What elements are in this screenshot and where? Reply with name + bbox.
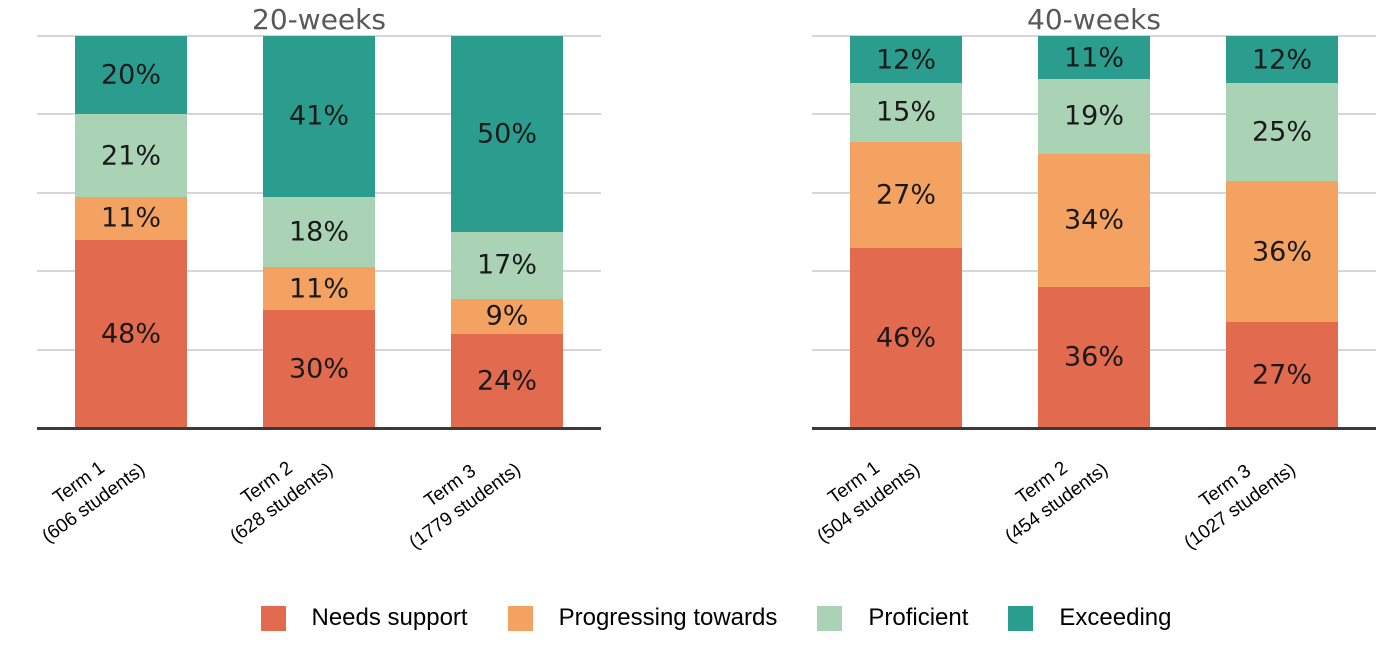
bar-segment-progressing-towards xyxy=(1038,153,1150,287)
bar-segment-exceeding xyxy=(1226,36,1338,84)
segment-value-label: 15% xyxy=(875,96,937,128)
segment-value-label: 36% xyxy=(1251,236,1313,268)
x-tick-label: Term 1 (504 students) xyxy=(798,438,925,549)
bar-segment-progressing-towards xyxy=(75,196,187,240)
bar-segment-exceeding xyxy=(75,36,187,115)
legend-swatch-exceeding xyxy=(1008,605,1034,631)
bar-segment-exceeding xyxy=(850,36,962,84)
bar-segment-progressing-towards xyxy=(263,267,375,311)
x-tick-label: Term 2 (628 students) xyxy=(211,438,338,549)
segment-value-label: 19% xyxy=(1063,100,1125,132)
segment-value-label: 48% xyxy=(100,318,162,350)
bar-segment-progressing-towards xyxy=(1226,181,1338,323)
segment-value-label: 17% xyxy=(476,249,538,281)
legend-item-proficient: Proficient xyxy=(817,604,968,632)
segment-value-label: 21% xyxy=(100,140,162,172)
bar-segment-progressing-towards xyxy=(850,141,962,248)
x-tick-label: Term 3 (1779 students) xyxy=(390,438,526,556)
segment-value-label: 25% xyxy=(1251,116,1313,148)
legend-swatch-needs-support xyxy=(260,605,286,631)
segment-value-label: 9% xyxy=(485,300,529,332)
bar-segment-proficient xyxy=(451,232,563,299)
legend-label: Proficient xyxy=(868,604,969,631)
segment-value-label: 24% xyxy=(476,365,538,397)
segment-value-label: 11% xyxy=(100,202,162,234)
bar-segment-proficient xyxy=(850,83,962,142)
bar-segment-proficient xyxy=(1226,83,1338,182)
segment-value-label: 27% xyxy=(875,179,937,211)
bar-segment-needs-support xyxy=(1226,322,1338,428)
segment-value-label: 36% xyxy=(1063,341,1125,373)
segment-value-label: 27% xyxy=(1251,359,1313,391)
legend-item-progressing-towards: Progressing towards xyxy=(507,604,778,632)
bar-segment-needs-support xyxy=(263,310,375,428)
segment-value-label: 12% xyxy=(1251,44,1313,76)
segment-value-label: 34% xyxy=(1063,204,1125,236)
x-tick-label: Term 1 (606 students) xyxy=(23,438,150,549)
legend-swatch-proficient xyxy=(817,605,843,631)
legend: Needs support Progressing towards Proficie… xyxy=(27,604,1378,632)
x-tick-label: Term 2 (454 students) xyxy=(986,438,1113,549)
bar-segment-needs-support xyxy=(850,247,962,428)
bar-segment-exceeding xyxy=(1038,36,1150,80)
x-axis-line xyxy=(812,427,1376,430)
legend-item-exceeding: Exceeding xyxy=(1008,604,1171,632)
bar-segment-needs-support xyxy=(451,333,563,428)
segment-value-label: 30% xyxy=(288,353,350,385)
bar-segment-proficient xyxy=(75,114,187,197)
bar-segment-progressing-towards xyxy=(451,298,563,334)
bar-segment-needs-support xyxy=(75,239,187,428)
x-axis-line xyxy=(37,427,601,430)
segment-value-label: 11% xyxy=(1063,42,1125,74)
chart-title: 20-weeks xyxy=(252,3,386,36)
bar-segment-needs-support xyxy=(1038,286,1150,428)
segment-value-label: 46% xyxy=(875,322,937,354)
x-tick-label: Term 3 (1027 students) xyxy=(1165,438,1301,556)
bar-segment-proficient xyxy=(1038,79,1150,154)
segment-value-label: 12% xyxy=(875,44,937,76)
segment-value-label: 18% xyxy=(288,216,350,248)
bar-segment-proficient xyxy=(263,196,375,268)
segment-value-label: 20% xyxy=(100,59,162,91)
segment-value-label: 41% xyxy=(288,100,350,132)
legend-label: Exceeding xyxy=(1059,604,1172,631)
legend-swatch-progressing-towards xyxy=(507,605,533,631)
legend-label: Needs support xyxy=(311,604,468,631)
segment-value-label: 50% xyxy=(476,118,538,150)
segment-value-label: 11% xyxy=(288,273,350,305)
chart-title: 40-weeks xyxy=(1027,3,1161,36)
bar-segment-exceeding xyxy=(263,36,375,197)
legend-item-needs-support: Needs support xyxy=(260,604,468,632)
bar-segment-exceeding xyxy=(451,36,563,232)
legend-label: Progressing towards xyxy=(558,604,778,631)
